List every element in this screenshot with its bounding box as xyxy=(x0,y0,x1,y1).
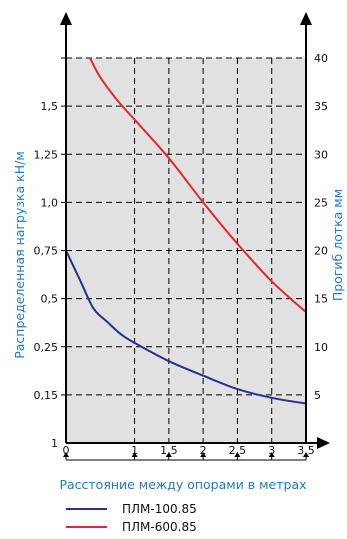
y-right-tick-label: 25 xyxy=(314,196,328,209)
legend: ПЛМ-100.85 ПЛМ-600.85 xyxy=(66,502,197,534)
y-left-tick-label: 1 xyxy=(51,437,58,450)
x-tick-label: 3 xyxy=(268,444,275,457)
x-tick-label: 2 xyxy=(200,444,207,457)
y-axis-right-arrow xyxy=(300,12,312,25)
y-right-tick-label: 5 xyxy=(314,389,321,402)
x-axis-lower-arrow xyxy=(63,452,69,457)
x-axis-lower-arrow xyxy=(131,452,138,457)
y-left-tick-label: 1,0 xyxy=(41,196,59,209)
y-axis-left-arrow xyxy=(60,12,72,25)
x-tick-label: 2,5 xyxy=(229,444,247,457)
tick-labels: 0 1 1,5 2 2,5 3 3,510,150,250,50,751,01,251,55… xyxy=(34,52,329,457)
x-axis-lower-arrow xyxy=(165,452,172,457)
y-right-tick-label: 35 xyxy=(314,100,328,113)
x-tick-label: 3,5 xyxy=(297,444,315,457)
y-left-tick-label: 0,5 xyxy=(41,293,59,306)
series-line-0 xyxy=(65,249,307,405)
grid-lines xyxy=(66,57,306,443)
y-left-tick-label: 1,5 xyxy=(41,100,59,113)
x-tick-label: 1 xyxy=(131,444,138,457)
x-axis-arrow xyxy=(317,437,330,449)
y-right-tick-label: 10 xyxy=(314,341,328,354)
series-lines xyxy=(65,57,307,405)
y-right-tick-label: 15 xyxy=(314,293,328,306)
y-right-tick-label: 20 xyxy=(314,245,328,258)
x-axis-lower-arrow xyxy=(234,452,241,457)
y-left-tick-label: 0,15 xyxy=(34,389,59,402)
y-left-tick-label: 1,25 xyxy=(34,148,59,161)
y-left-tick-label: 0,25 xyxy=(34,341,59,354)
series-line-1 xyxy=(89,57,307,314)
legend-label-plm-600-85: ПЛМ-600.85 xyxy=(122,520,197,534)
x-axis-lower-arrow xyxy=(268,452,275,457)
y-left-tick-label: 0,75 xyxy=(34,245,59,258)
y-right-tick-label: 30 xyxy=(314,148,328,161)
y-right-tick-label: 40 xyxy=(314,52,328,65)
x-tick-label: 0 xyxy=(63,444,70,457)
y-axis-left-title: Распределенная нагрузка кН/м xyxy=(12,151,27,359)
legend-label-plm-100-85: ПЛМ-100.85 xyxy=(122,502,197,516)
x-axis-title: Расстояние между опорами в метрах xyxy=(59,477,306,492)
x-axis-lower-arrow xyxy=(200,452,207,457)
axes xyxy=(60,12,330,461)
x-tick-label: 1,5 xyxy=(160,444,178,457)
x-axis-lower-arrow xyxy=(303,452,309,457)
y-axis-right-title: Прогиб лотка мм xyxy=(330,189,345,301)
